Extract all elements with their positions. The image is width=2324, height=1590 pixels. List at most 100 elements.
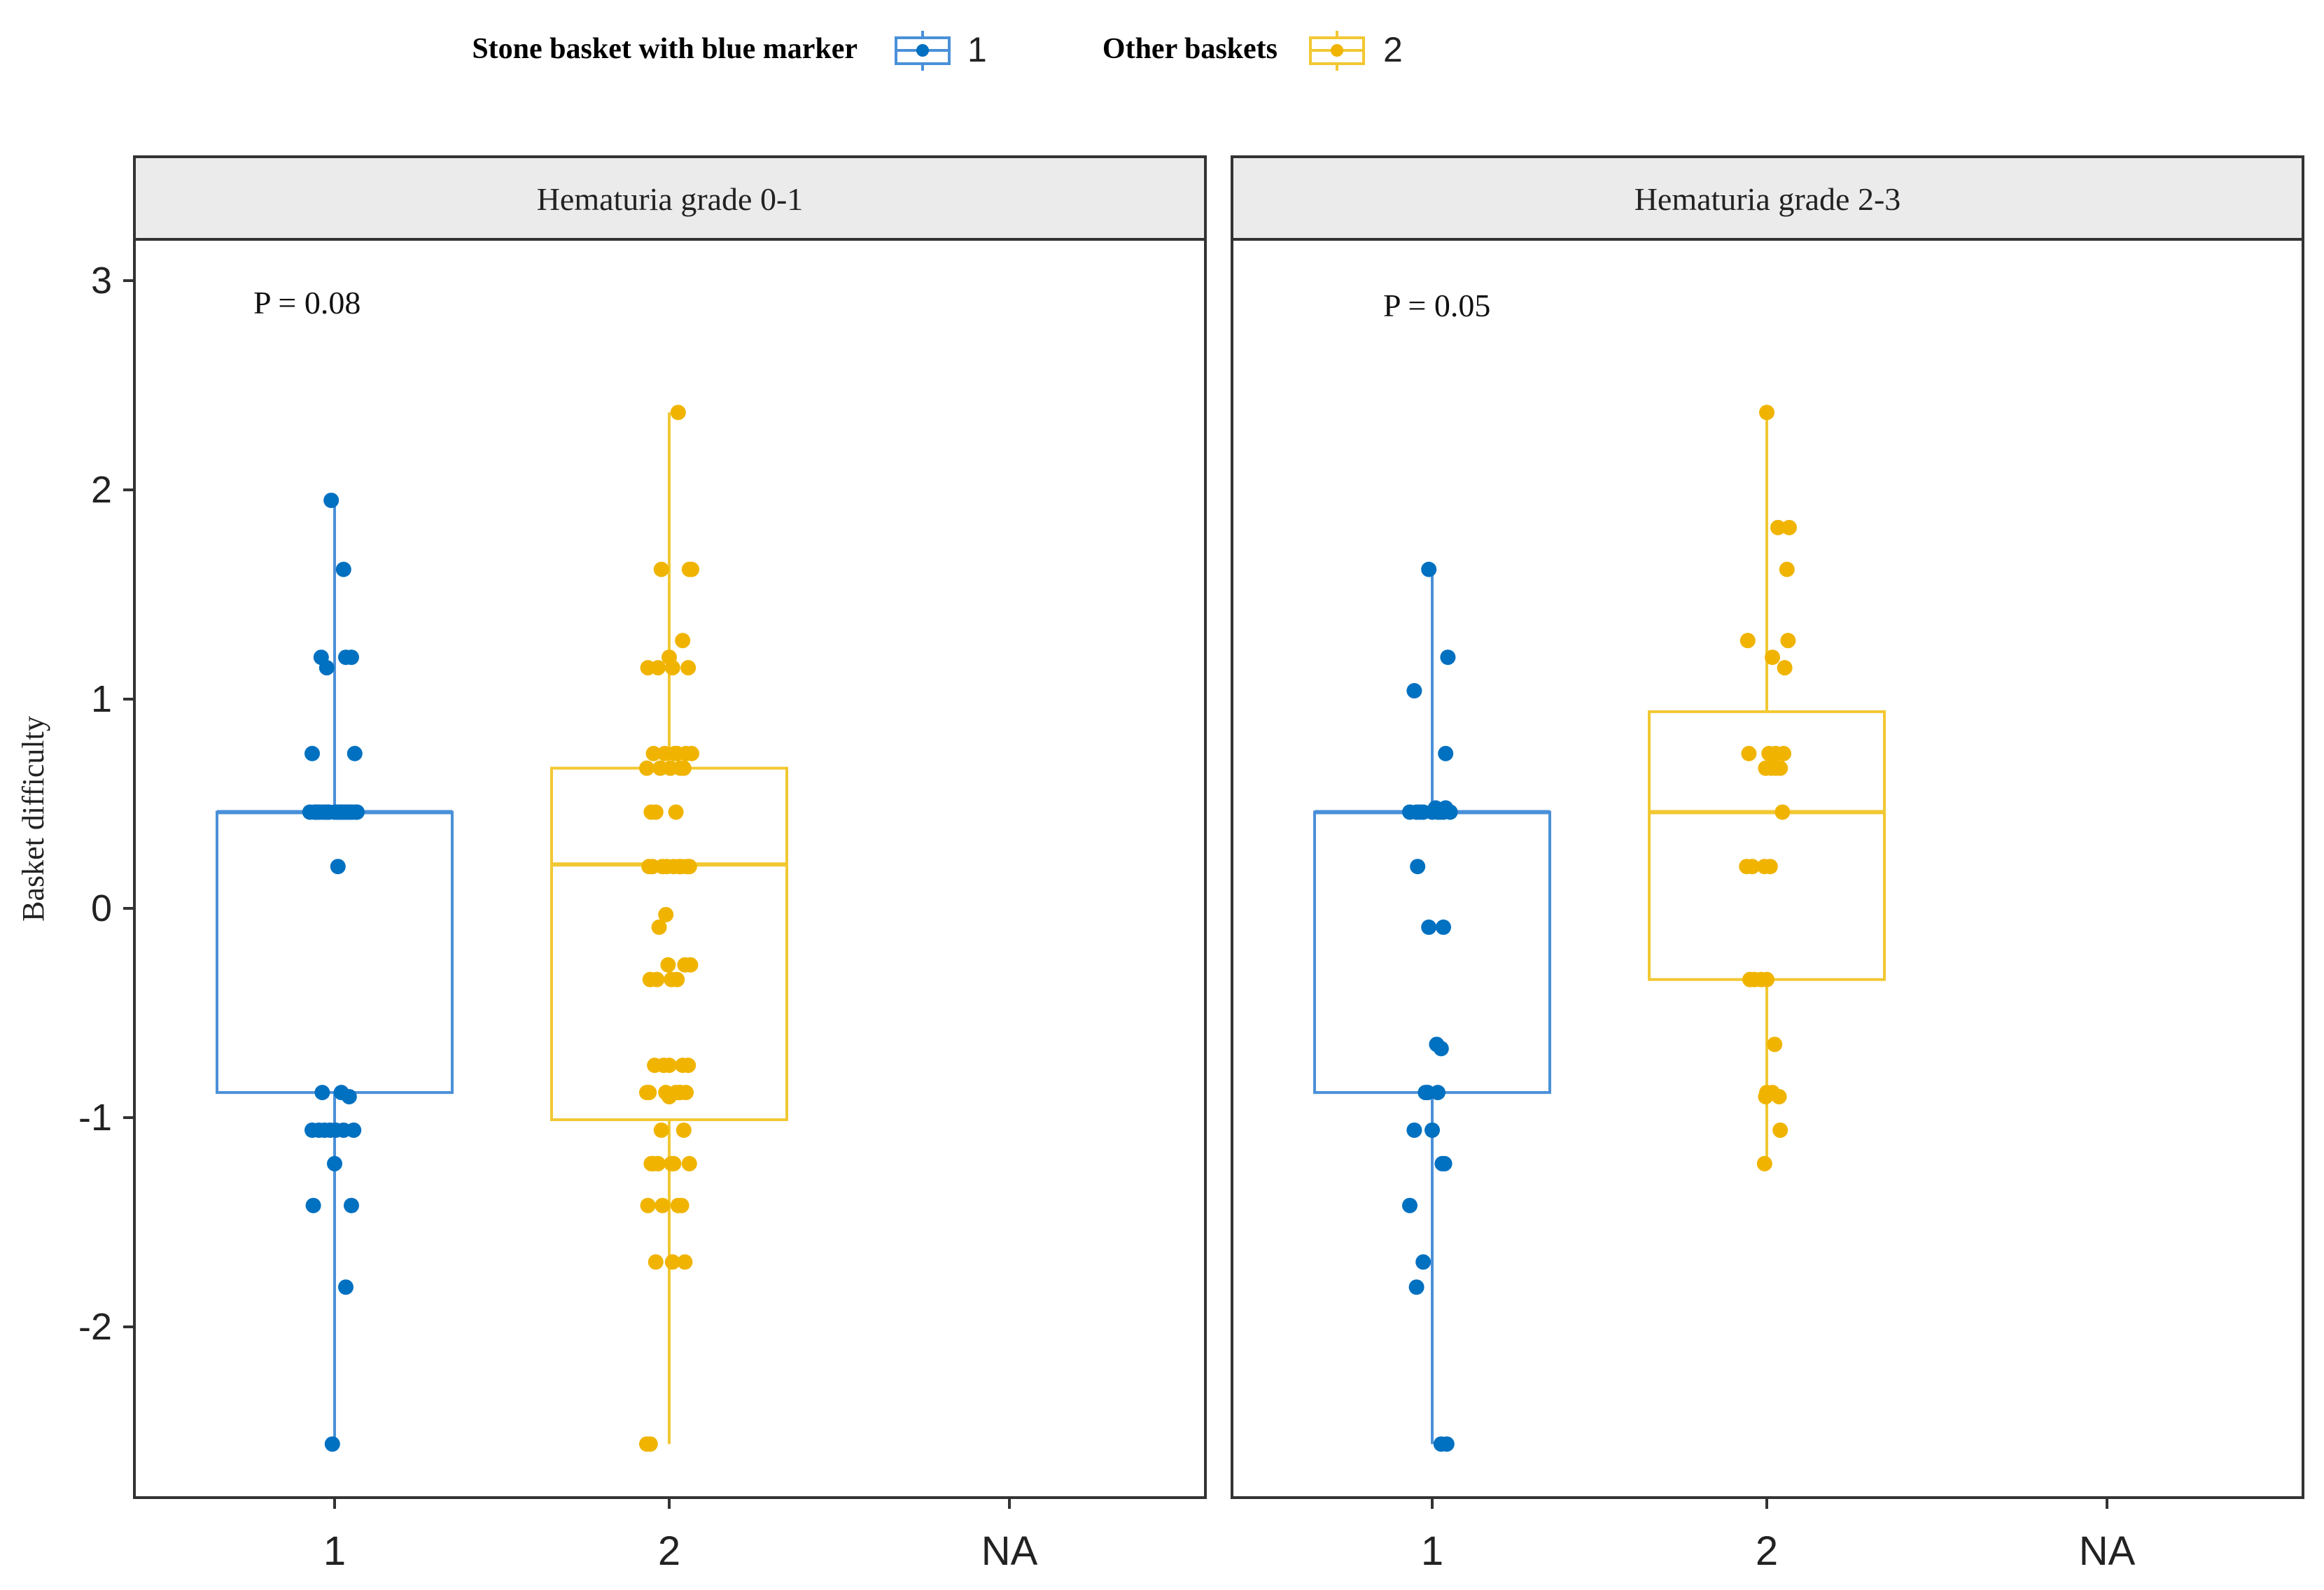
data-point (1782, 519, 1797, 535)
data-point (653, 1122, 669, 1138)
data-point (680, 660, 696, 676)
data-point (645, 859, 660, 875)
data-point (1418, 1085, 1434, 1101)
legend-title-1: Stone basket with blue marker (472, 33, 858, 65)
data-point (307, 804, 323, 820)
data-point (1768, 745, 1784, 761)
legend: Stone basket with blue marker 1 Other ba… (472, 30, 1403, 71)
panel-strip (133, 155, 1207, 241)
data-point (1772, 760, 1788, 776)
data-point (682, 957, 699, 973)
data-point (647, 1057, 663, 1074)
data-point (1759, 404, 1774, 421)
data-point (1429, 1036, 1445, 1053)
data-point (1436, 1155, 1452, 1172)
data-point (1415, 804, 1432, 820)
data-point (651, 919, 667, 935)
legend-key-label-1: 1 (967, 30, 987, 69)
data-point (1406, 1122, 1422, 1138)
data-point (640, 660, 656, 676)
legend-title-2: Other baskets (1102, 33, 1278, 65)
data-point (1424, 1122, 1440, 1138)
data-point (1762, 859, 1778, 875)
data-point (1774, 804, 1791, 820)
y-tick-label: 3 (91, 260, 112, 302)
data-point (649, 971, 665, 987)
y-axis-label: Basket difficulty (16, 716, 50, 922)
panel-marks (216, 404, 788, 1452)
x-axis: 1 2 NA (1421, 1498, 2136, 1574)
data-point (305, 1197, 321, 1213)
data-point (338, 1279, 354, 1295)
data-point (645, 745, 662, 761)
p-value-label: P = 0.05 (1383, 288, 1490, 323)
data-point (1765, 649, 1780, 666)
data-point (1742, 971, 1758, 987)
data-point (1771, 1089, 1787, 1105)
data-point (1741, 745, 1757, 761)
data-point (648, 1254, 664, 1270)
data-point (1438, 800, 1454, 816)
points-2 (1739, 404, 1797, 1172)
data-point (664, 1155, 680, 1172)
y-tick-label: -1 (78, 1097, 112, 1139)
data-point (1780, 633, 1796, 649)
data-point (1759, 971, 1774, 987)
data-point (657, 745, 673, 761)
points-2 (639, 404, 699, 1452)
x-tick-label: 2 (1756, 1528, 1778, 1574)
points-1 (302, 492, 365, 1452)
data-point (330, 859, 346, 875)
data-point (324, 1436, 340, 1452)
data-point (344, 1197, 359, 1213)
data-point (669, 971, 685, 987)
data-point (640, 1197, 656, 1213)
y-axis: -2 -1 0 1 2 3 (78, 260, 134, 1348)
data-point (1415, 1254, 1432, 1270)
data-point (316, 1122, 332, 1138)
x-tick-label: NA (981, 1528, 1038, 1574)
data-point (664, 660, 680, 676)
data-point (1402, 1197, 1418, 1213)
points-1 (1402, 561, 1458, 1452)
data-point (314, 1085, 330, 1101)
data-point (304, 745, 320, 761)
x-axis: 1 2 NA (323, 1498, 1038, 1574)
data-point (332, 804, 348, 820)
data-point (675, 633, 691, 649)
box-body (216, 810, 454, 1095)
x-tick-label: NA (2079, 1528, 2136, 1574)
x-tick-label: 2 (658, 1528, 680, 1574)
data-point (660, 957, 676, 973)
data-point (323, 492, 340, 508)
data-point (680, 1057, 696, 1074)
data-point (1777, 660, 1793, 676)
data-point (348, 804, 364, 820)
data-point (673, 1197, 690, 1213)
data-point (1421, 561, 1437, 577)
box-2 (1648, 412, 1886, 1164)
data-point (648, 804, 664, 820)
data-point (676, 1122, 692, 1138)
data-point (1744, 859, 1760, 875)
box-1 (1313, 569, 1551, 1444)
data-point (341, 1089, 357, 1105)
data-point (643, 1155, 659, 1172)
data-point (1436, 919, 1451, 935)
data-point (639, 760, 654, 776)
data-point (662, 760, 678, 776)
data-point (1406, 683, 1422, 699)
data-point (1438, 1436, 1455, 1452)
y-tick-label: -2 (78, 1306, 112, 1348)
y-tick-label: 0 (91, 887, 112, 929)
data-point (318, 660, 335, 676)
panel-marks (1313, 404, 1886, 1452)
p-value-label: P = 0.08 (253, 285, 360, 321)
data-point (658, 906, 674, 922)
data-point (327, 1155, 342, 1172)
y-tick-label: 2 (91, 469, 112, 511)
legend-key-2 (1309, 31, 1365, 71)
box-1 (216, 500, 454, 1444)
data-point (1410, 859, 1426, 875)
data-point (642, 1436, 658, 1452)
